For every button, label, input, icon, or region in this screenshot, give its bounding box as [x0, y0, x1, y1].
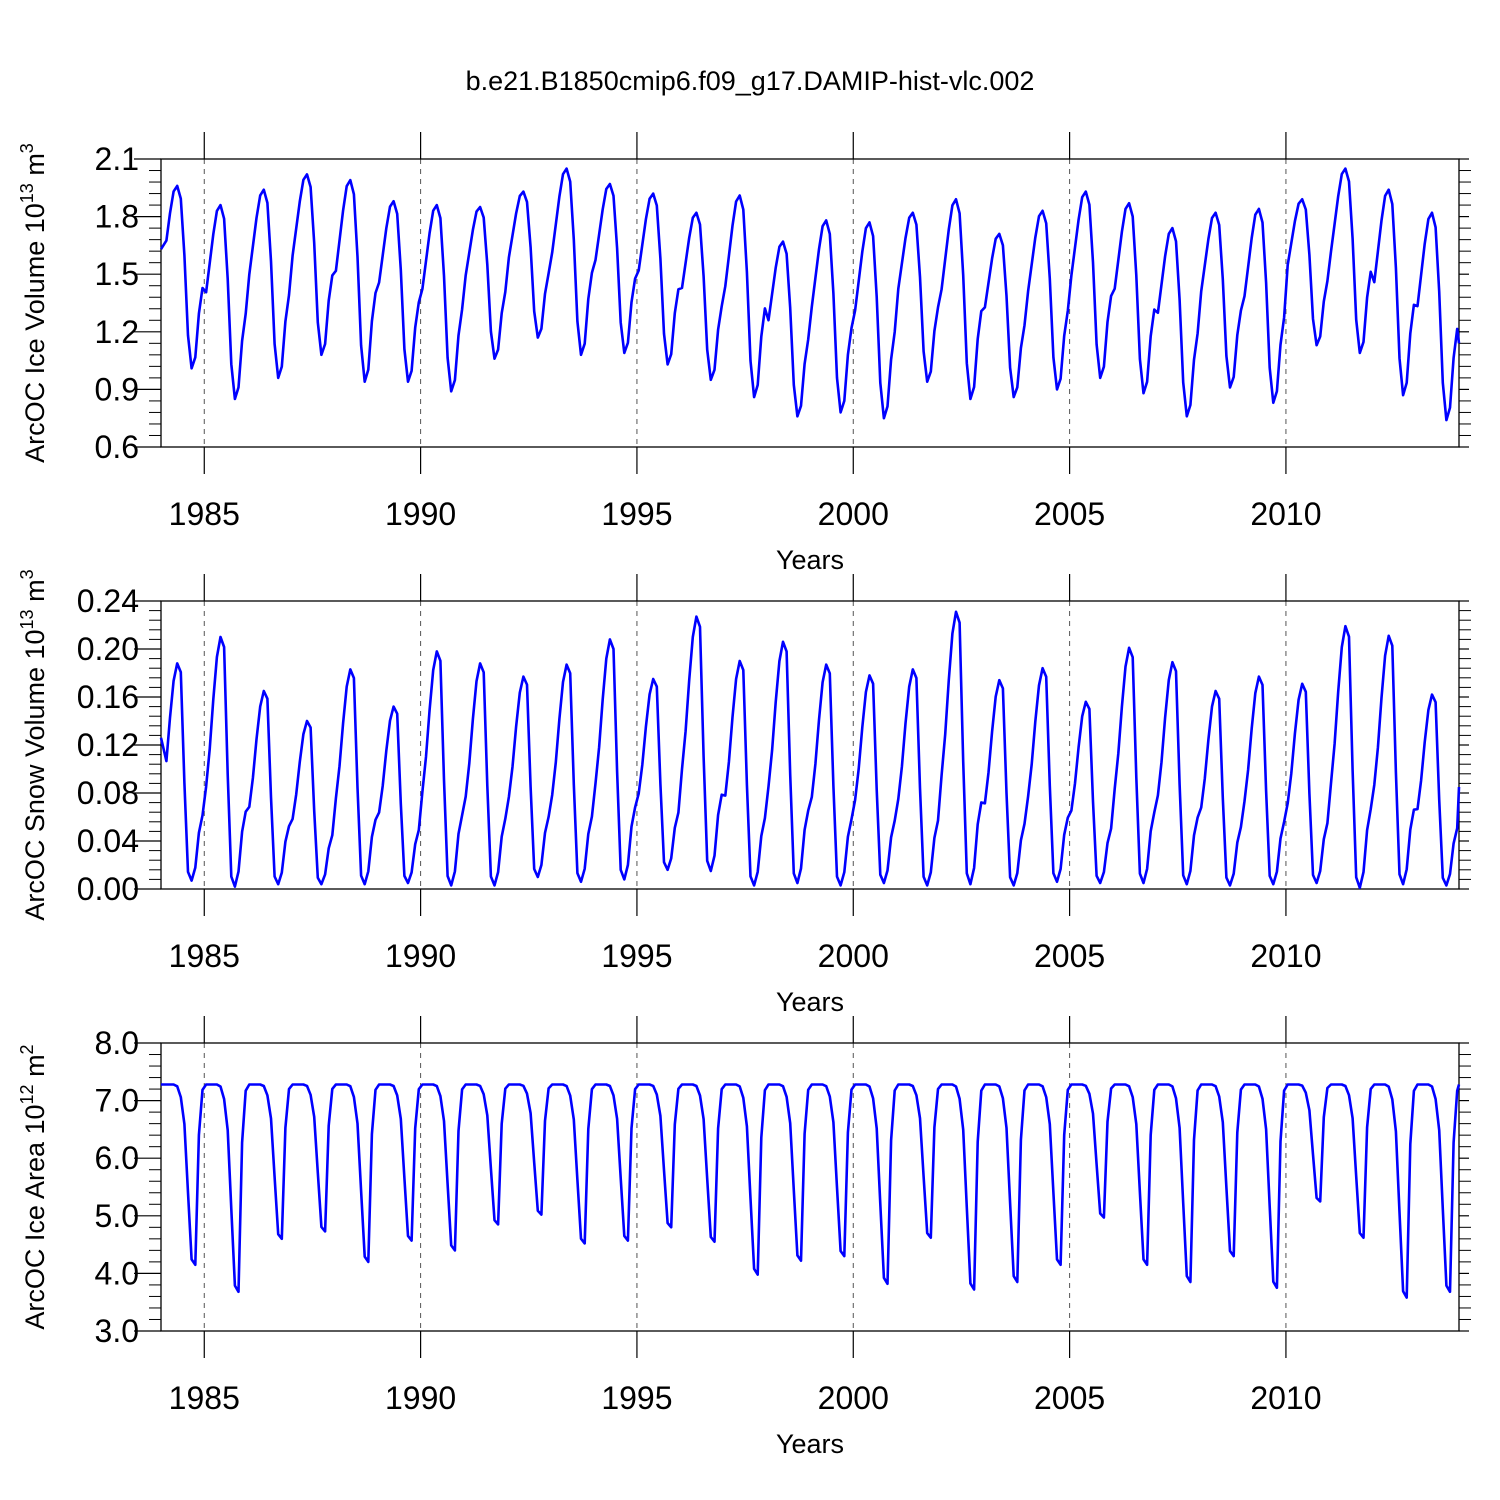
x-tick-label: 2010: [1250, 496, 1321, 532]
x-tick-label: 2000: [818, 1380, 889, 1416]
plot-frame: [160, 158, 1460, 448]
plot-frame: [160, 1042, 1460, 1332]
y-tick-label: 2.1: [95, 141, 139, 177]
y-tick-label: 0.00: [77, 871, 139, 907]
x-tick-label: 1985: [169, 938, 240, 974]
ice-volume-panel: 1985 1990 1995 2000 2005 2010 0.6 0.9 1.2 1.5 1.8 2…: [17, 132, 1471, 575]
x-axis-title: Years: [776, 1429, 844, 1459]
x-tick-label: 1985: [169, 1380, 240, 1416]
y-tick-label: 0.16: [77, 679, 139, 715]
y-tick-label: 0.04: [77, 823, 139, 859]
x-tick-label: 2005: [1034, 496, 1105, 532]
y-tick-label: 6.0: [95, 1140, 139, 1176]
snow-volume-series-line: [159, 610, 1461, 890]
y-axis-title: ArcOC Snow Volume 1013 m3: [17, 569, 50, 920]
figure-title: b.e21.B1850cmip6.f09_g17.DAMIP-hist-vlc.…: [466, 66, 1035, 96]
ice-volume-series-line: [159, 167, 1461, 422]
x-tick-label: 1990: [385, 938, 456, 974]
ice-area-series-line: [161, 1083, 1461, 1299]
y-tick-label: 0.20: [77, 631, 139, 667]
x-tick-label: 2000: [818, 496, 889, 532]
y-axis-title: ArcOC Ice Area 1012 m2: [17, 1044, 50, 1329]
ice-area-panel: 1985 1990 1995 2000 2005 2010 3.0 4.0 5.0 6.0 7.0 8…: [17, 1016, 1471, 1459]
y-tick-label: 0.12: [77, 727, 139, 763]
snow-volume-panel: 1985 1990 1995 2000 2005 2010 0.00 0.04 0.08 0.12…: [17, 569, 1471, 1017]
y-tick-label: 0.08: [77, 775, 139, 811]
y-tick-label: 4.0: [95, 1255, 139, 1291]
x-tick-label: 2000: [818, 938, 889, 974]
x-tick-label: 2005: [1034, 1380, 1105, 1416]
x-tick-label: 1995: [601, 1380, 672, 1416]
x-tick-label: 1990: [385, 1380, 456, 1416]
x-tick-label: 1985: [169, 496, 240, 532]
y-tick-label: 0.24: [77, 583, 139, 619]
x-tick-label: 1990: [385, 496, 456, 532]
x-axis-title: Years: [776, 545, 844, 575]
y-tick-label: 5.0: [95, 1198, 139, 1234]
y-tick-label: 1.5: [95, 256, 139, 292]
x-tick-label: 2010: [1250, 1380, 1321, 1416]
y-tick-label: 1.8: [95, 199, 139, 235]
x-axis-title: Years: [776, 987, 844, 1017]
x-tick-label: 1995: [601, 938, 672, 974]
y-axis-title: ArcOC Ice Volume 1013 m3: [17, 143, 50, 463]
y-tick-label: 7.0: [95, 1083, 139, 1119]
y-tick-label: 3.0: [95, 1313, 139, 1349]
y-tick-label: 0.6: [95, 429, 139, 465]
y-tick-label: 8.0: [95, 1025, 139, 1061]
x-tick-label: 2005: [1034, 938, 1105, 974]
y-tick-label: 0.9: [95, 371, 139, 407]
x-tick-label: 2010: [1250, 938, 1321, 974]
y-tick-label: 1.2: [95, 314, 139, 350]
x-tick-label: 1995: [601, 496, 672, 532]
